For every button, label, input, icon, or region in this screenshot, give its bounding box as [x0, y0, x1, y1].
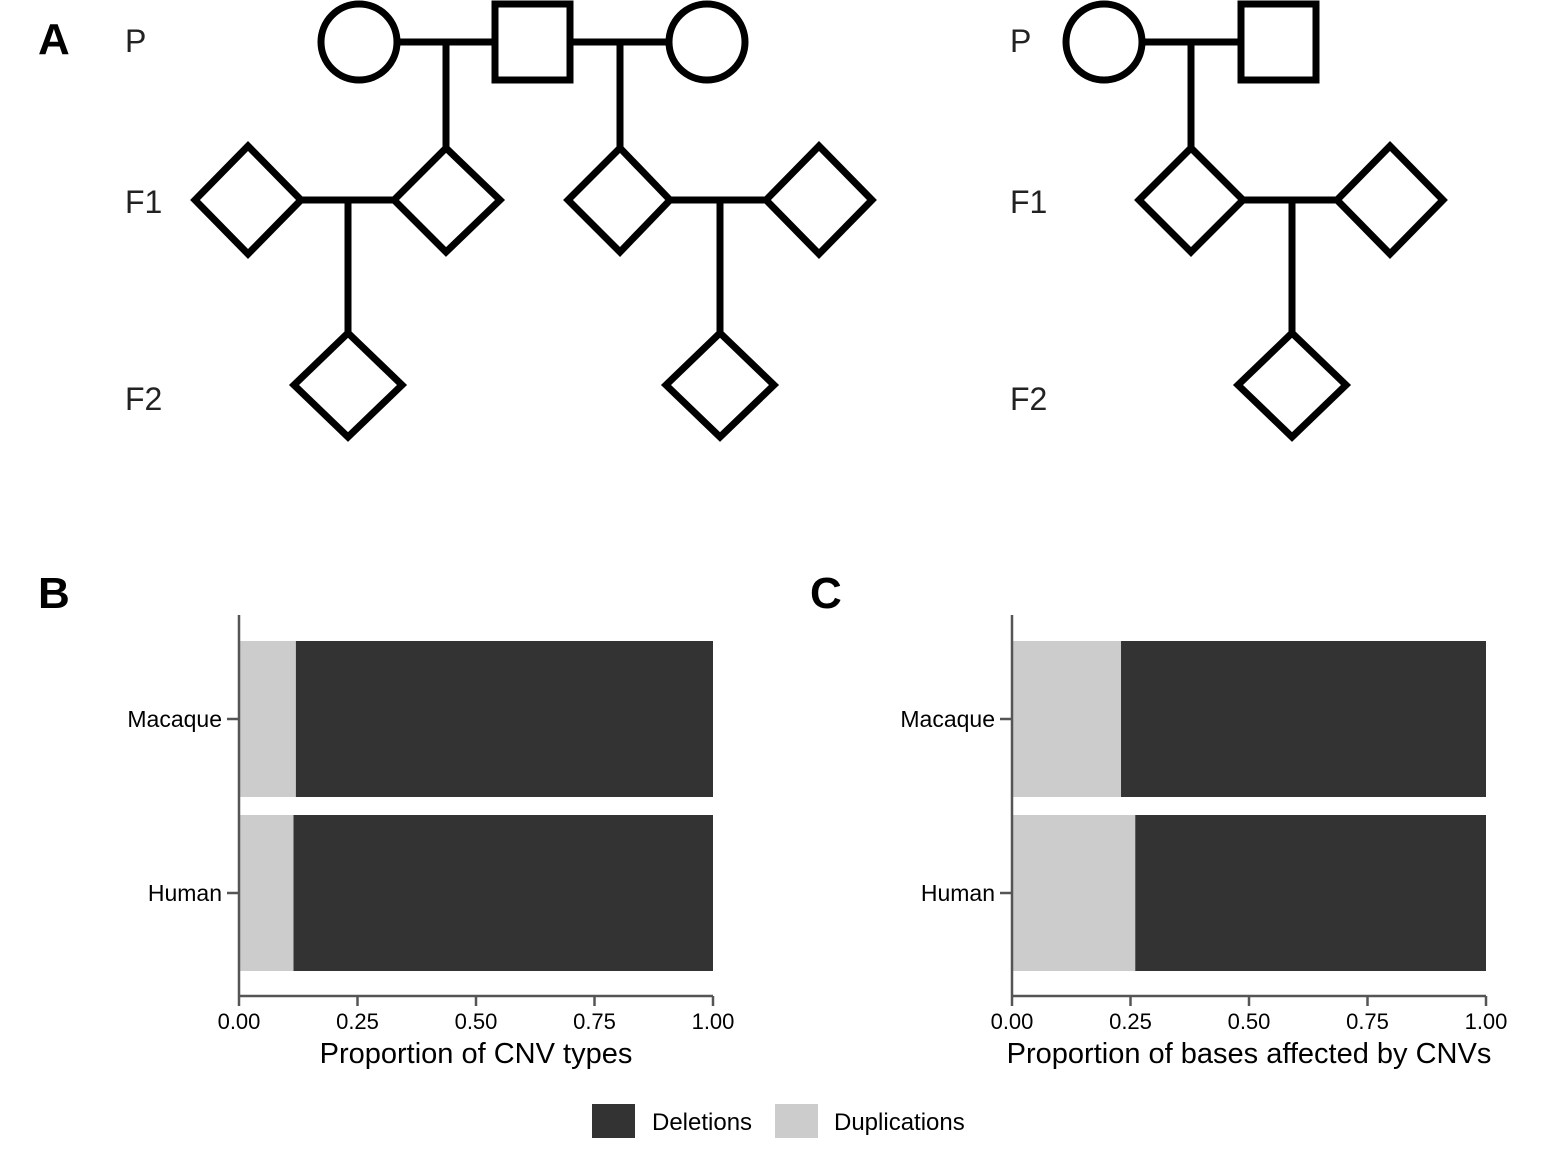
unknown-sex-symbol — [563, 143, 675, 257]
gen-label-f2-left: F2 — [125, 381, 162, 417]
bar-human-deletions — [293, 815, 713, 971]
gen-label-f1-left: F1 — [125, 184, 162, 220]
unknown-sex-symbol — [1232, 328, 1352, 442]
legend-swatch-duplications — [775, 1104, 818, 1138]
y-tick-label-human: Human — [921, 880, 995, 906]
unknown-sex-symbol — [389, 143, 506, 257]
unknown-sex-symbol — [761, 141, 877, 259]
legend: Deletions Duplications — [592, 1104, 965, 1138]
unknown-sex-symbol — [288, 328, 408, 442]
x-tick-label: 0.25 — [1109, 1009, 1152, 1034]
bar-human-duplications — [239, 815, 294, 971]
male-symbol — [491, 0, 574, 84]
panel-a: A P F1 F2 P F1 F2 — [38, 0, 1448, 442]
x-tick-label: 1.00 — [1465, 1009, 1508, 1034]
bar-macaque-deletions — [1121, 641, 1486, 797]
x-tick-label: 1.00 — [692, 1009, 735, 1034]
unknown-sex-symbol — [1134, 143, 1248, 257]
legend-label-duplications: Duplications — [834, 1109, 965, 1136]
female-symbol — [1062, 0, 1146, 84]
x-axis-title: Proportion of CNV types — [320, 1038, 633, 1070]
x-tick-label: 0.00 — [218, 1009, 261, 1034]
y-tick-label-human: Human — [148, 880, 222, 906]
chart-cnv-types: Macaque Human 0.00 0.25 0.50 0.75 1.00 Proporti… — [127, 615, 734, 1070]
x-tick-label: 0.75 — [1346, 1009, 1389, 1034]
unknown-sex-symbol — [190, 141, 306, 259]
gen-label-p-right: P — [1010, 23, 1031, 59]
bar-macaque-duplications — [239, 641, 296, 797]
legend-swatch-deletions — [592, 1104, 635, 1138]
gen-label-p-left: P — [125, 23, 146, 59]
bar-macaque-deletions — [295, 641, 713, 797]
gen-label-f1-right: F1 — [1010, 184, 1047, 220]
x-tick-label: 0.50 — [455, 1009, 498, 1034]
chart-bases-affected: Macaque Human 0.00 0.25 0.50 0.75 1.00 Proporti… — [900, 615, 1507, 1070]
y-tick-label-macaque: Macaque — [127, 706, 222, 732]
x-axis-title: Proportion of bases affected by CNVs — [1007, 1038, 1492, 1070]
x-tick-label: 0.25 — [336, 1009, 379, 1034]
y-tick-label-macaque: Macaque — [900, 706, 995, 732]
bar-human-deletions — [1135, 815, 1486, 971]
pedigree-left — [190, 0, 877, 442]
male-symbol — [1237, 0, 1320, 84]
pedigree-right — [1062, 0, 1448, 442]
legend-label-deletions: Deletions — [652, 1109, 752, 1136]
panel-c-letter: C — [810, 569, 842, 618]
x-tick-label: 0.00 — [991, 1009, 1034, 1034]
bar-macaque-duplications — [1012, 641, 1122, 797]
panel-b-letter: B — [38, 569, 70, 618]
female-symbol — [665, 0, 749, 84]
female-symbol — [317, 0, 401, 84]
panel-a-letter: A — [38, 15, 70, 64]
x-tick-label: 0.75 — [573, 1009, 616, 1034]
unknown-sex-symbol — [1332, 141, 1448, 259]
unknown-sex-symbol — [660, 328, 780, 442]
x-tick-label: 0.50 — [1228, 1009, 1271, 1034]
gen-label-f2-right: F2 — [1010, 381, 1047, 417]
bar-human-duplications — [1012, 815, 1136, 971]
